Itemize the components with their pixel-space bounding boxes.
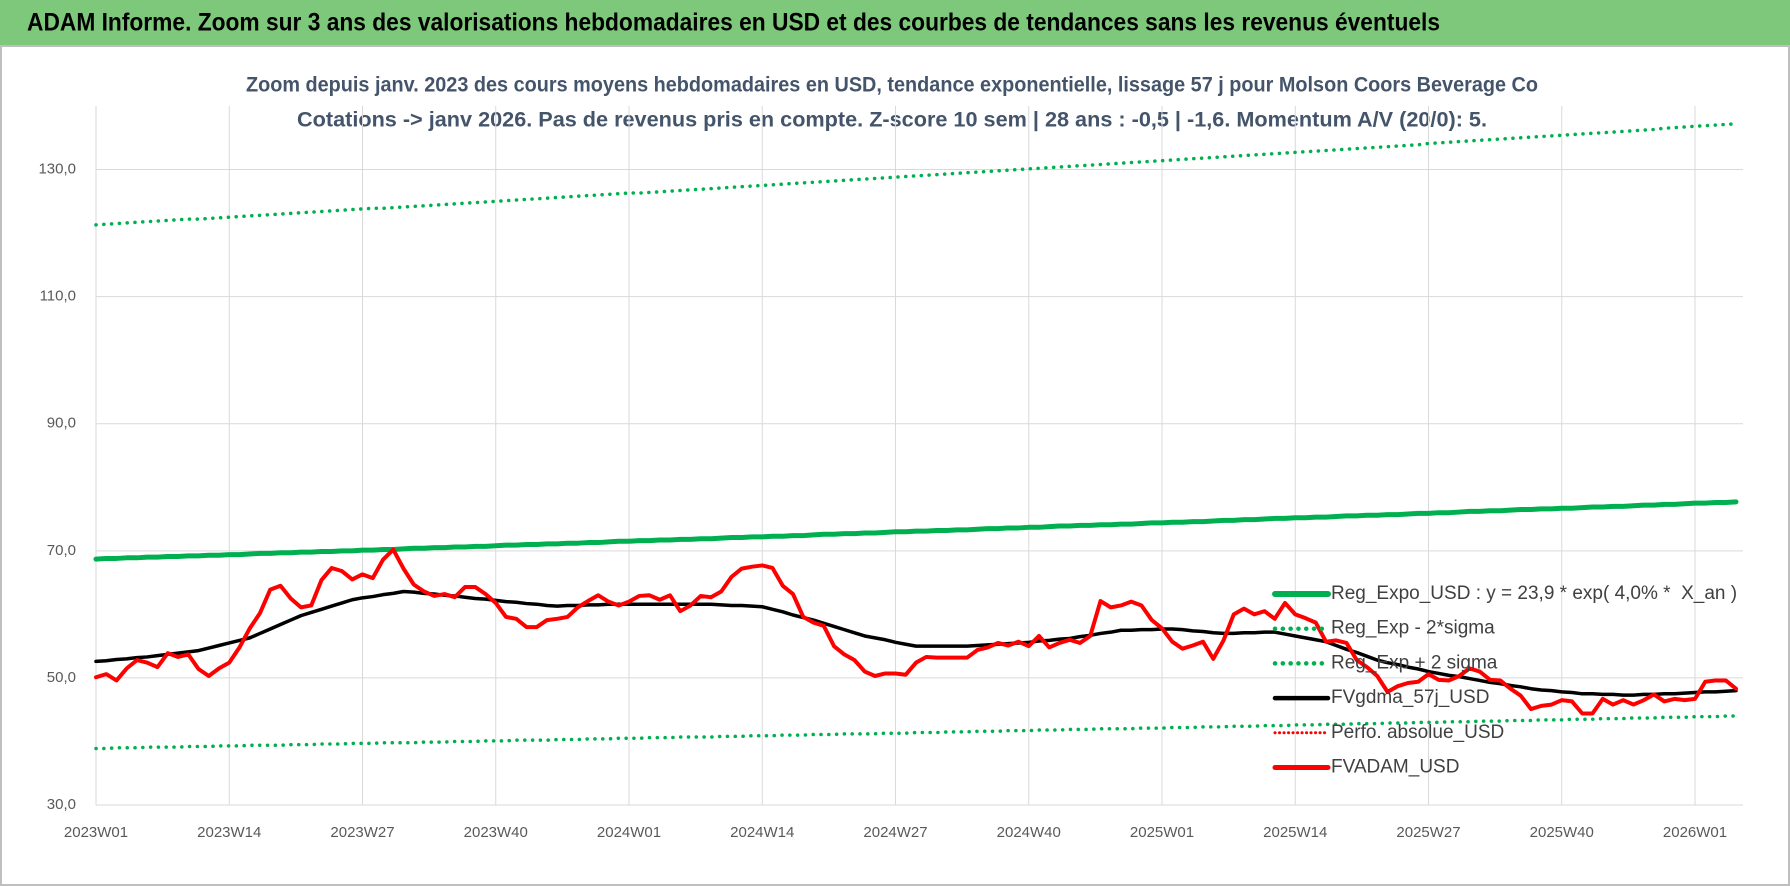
header-title: ADAM Informe. Zoom sur 3 ans des valoris… bbox=[27, 9, 1440, 37]
x-tick-label: 2023W27 bbox=[330, 824, 394, 841]
series-line bbox=[94, 122, 1738, 227]
x-tick-label: 2026W01 bbox=[1663, 824, 1727, 841]
x-tick-label: 2024W14 bbox=[730, 824, 794, 841]
series-line bbox=[93, 499, 1739, 562]
y-tick-label: 50,0 bbox=[47, 669, 76, 686]
header-bar bbox=[0, 0, 1790, 46]
plot-lines bbox=[93, 122, 1739, 751]
x-tick-label: 2023W40 bbox=[464, 824, 528, 841]
x-tick-label: 2023W14 bbox=[197, 824, 261, 841]
series-line bbox=[94, 547, 1738, 716]
grid: 30,0 50,0 70,0 90,0 110,0 130,0 2023W01 2023W14… bbox=[38, 106, 1743, 841]
x-tick-label: 2025W40 bbox=[1530, 824, 1594, 841]
legend-label: Perfo. absolue_USD bbox=[1331, 722, 1504, 743]
series-line bbox=[94, 714, 1738, 751]
y-tick-label: 130,0 bbox=[38, 161, 76, 178]
y-tick-label: 30,0 bbox=[47, 796, 76, 813]
legend-label: FVgdma_57j_USD bbox=[1331, 687, 1489, 708]
y-tick-label: 110,0 bbox=[40, 288, 76, 305]
chart-title: Zoom depuis janv. 2023 des cours moyens … bbox=[246, 74, 1538, 97]
legend: Reg_Expo_USD : y = 23,9 * exp( 4,0% * X_… bbox=[1272, 583, 1737, 778]
legend-label: Reg_Expo_USD : y = 23,9 * exp( 4,0% * X_… bbox=[1331, 583, 1737, 604]
chart-subtitle: Cotations -> janv 2026. Pas de revenus p… bbox=[297, 109, 1487, 132]
x-tick-label: 2024W27 bbox=[863, 824, 927, 841]
legend-label: FVADAM_USD bbox=[1331, 757, 1459, 778]
y-tick-label: 90,0 bbox=[47, 415, 76, 432]
y-tick-label: 70,0 bbox=[47, 542, 76, 559]
legend-label: Reg_Exp + 2 sigma bbox=[1331, 652, 1498, 673]
x-tick-label: 2024W01 bbox=[597, 824, 661, 841]
x-tick-label: 2025W14 bbox=[1263, 824, 1327, 841]
x-tick-label: 2023W01 bbox=[64, 824, 128, 841]
series-line bbox=[94, 589, 1738, 697]
legend-label: Reg_Exp - 2*sigma bbox=[1331, 618, 1495, 639]
x-tick-label: 2025W27 bbox=[1396, 824, 1460, 841]
x-tick-label: 2025W01 bbox=[1130, 824, 1194, 841]
x-tick-label: 2024W40 bbox=[997, 824, 1061, 841]
